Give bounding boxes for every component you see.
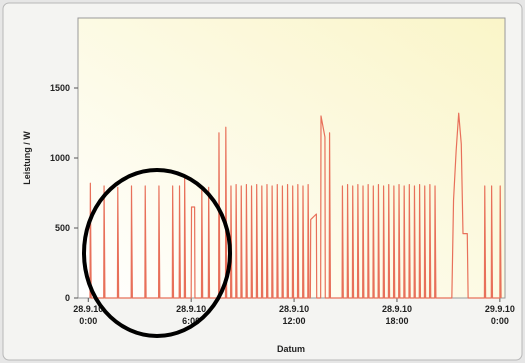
y-tick-label: 500 (55, 223, 70, 233)
x-tick-label: 29.9.10 0:00 (485, 304, 515, 326)
x-tick-label: 28.9.10 6:00 (176, 304, 206, 326)
x-tick-label: 28.9.10 18:00 (382, 304, 412, 326)
plot-area (77, 17, 506, 299)
data-line (89, 112, 502, 299)
y-tick-label: 1000 (50, 153, 70, 163)
y-axis-label: Leistung / W (22, 131, 32, 185)
x-axis-label: Datum (277, 344, 305, 354)
highlight-circle (82, 168, 232, 338)
y-tick-label: 0 (65, 293, 70, 303)
x-tick-label: 28.9.10 0:00 (73, 304, 103, 326)
marks: 0 500 1000 1500 28.9.10 0:00 28.9.10 6:00 28.9.1… (50, 83, 515, 326)
y-tick-label: 1500 (50, 83, 70, 93)
x-tick-label: 28.9.10 12:00 (279, 304, 309, 326)
